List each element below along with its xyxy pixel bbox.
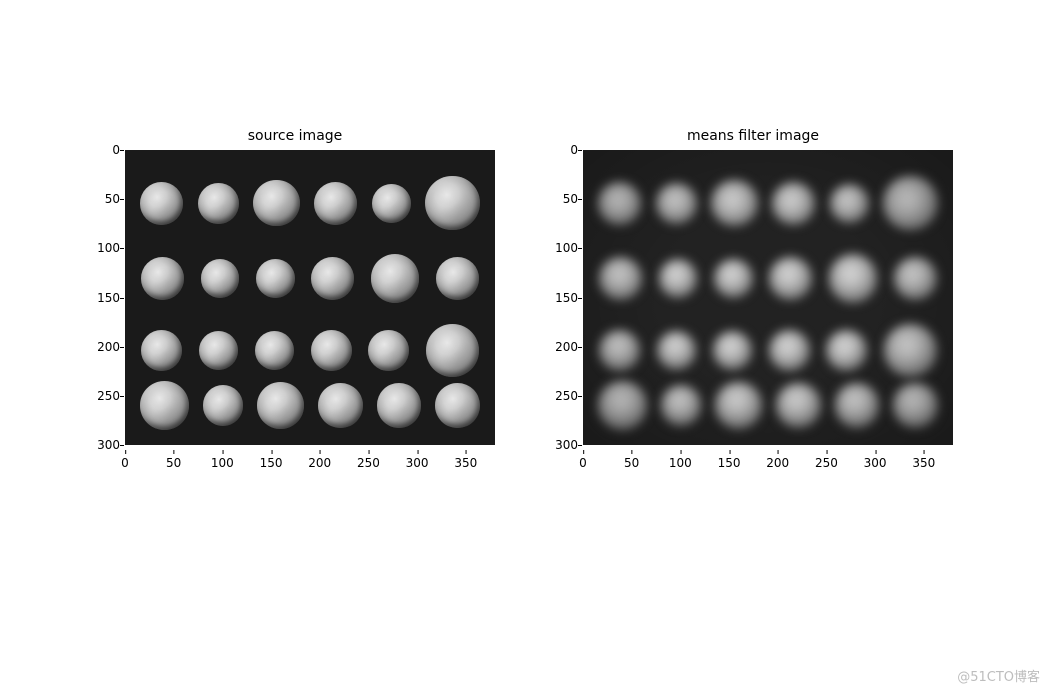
x-tick-label: 250	[357, 456, 380, 470]
x-tick-label: 350	[454, 456, 477, 470]
x-tick-label: 300	[864, 456, 887, 470]
image-area-source	[125, 150, 495, 445]
coin	[657, 331, 696, 370]
coin	[311, 257, 354, 300]
coin	[257, 382, 304, 429]
x-tick-label: 350	[912, 456, 935, 470]
coin	[776, 383, 821, 428]
coin	[769, 330, 810, 371]
x-tick-label: 50	[624, 456, 639, 470]
coin	[255, 331, 294, 370]
coin	[377, 383, 422, 428]
coin	[893, 383, 938, 428]
coin-row	[125, 324, 495, 377]
x-tick-label: 200	[308, 456, 331, 470]
coin	[372, 184, 411, 223]
coin	[599, 257, 642, 300]
coin	[894, 257, 937, 300]
coin	[826, 330, 867, 371]
coin-row	[125, 254, 495, 303]
x-tick-label: 300	[406, 456, 429, 470]
coin	[141, 257, 184, 300]
y-tick-label: 300	[80, 438, 120, 452]
coin	[715, 382, 762, 429]
y-tick-label: 250	[80, 389, 120, 403]
coin	[659, 259, 698, 298]
coin	[656, 183, 697, 224]
coin	[830, 184, 869, 223]
coin	[368, 330, 409, 371]
coin	[769, 257, 812, 300]
coin	[199, 331, 238, 370]
coin	[426, 324, 479, 377]
y-tick-label: 0	[538, 143, 578, 157]
coin	[140, 182, 183, 225]
coin	[311, 330, 352, 371]
coin	[253, 180, 300, 227]
coin-row	[583, 254, 953, 303]
coin	[772, 182, 815, 225]
coin	[661, 385, 702, 426]
x-tick-label: 0	[579, 456, 587, 470]
coin-row	[583, 176, 953, 231]
y-tick-label: 150	[538, 291, 578, 305]
coin	[436, 257, 479, 300]
coin	[203, 385, 244, 426]
y-tick-label: 150	[80, 291, 120, 305]
coin-row	[583, 381, 953, 430]
coin	[425, 176, 480, 231]
y-tick-label: 200	[538, 340, 578, 354]
coin	[883, 176, 938, 231]
x-tick-label: 250	[815, 456, 838, 470]
coin	[198, 183, 239, 224]
coin	[201, 259, 240, 298]
subplot-title: means filter image	[538, 128, 968, 144]
coin	[371, 254, 420, 303]
subplot-title: source image	[80, 128, 510, 144]
coin	[711, 180, 758, 227]
coin	[435, 383, 480, 428]
coin	[713, 331, 752, 370]
x-tick-label: 100	[669, 456, 692, 470]
subplot-filtered: means filter image 050100150200250300 05…	[538, 150, 968, 510]
coin	[835, 383, 880, 428]
watermark-text: @51CTO博客	[957, 666, 1040, 685]
coin	[599, 330, 640, 371]
coin-row	[125, 381, 495, 430]
subplot-source: source image 050100150200250300 05010015…	[80, 150, 510, 510]
coin	[884, 324, 937, 377]
coin	[598, 381, 647, 430]
coin	[829, 254, 878, 303]
y-tick-label: 250	[538, 389, 578, 403]
coin	[256, 259, 295, 298]
coin	[714, 259, 753, 298]
coin	[140, 381, 189, 430]
y-tick-label: 0	[80, 143, 120, 157]
x-tick-label: 150	[260, 456, 283, 470]
image-area-filtered	[583, 150, 953, 445]
y-tick-label: 200	[80, 340, 120, 354]
y-tick-label: 50	[538, 192, 578, 206]
x-tick-label: 50	[166, 456, 181, 470]
y-tick-label: 50	[80, 192, 120, 206]
coin	[598, 182, 641, 225]
coin	[314, 182, 357, 225]
x-tick-label: 0	[121, 456, 129, 470]
coin	[318, 383, 363, 428]
y-tick-label: 100	[538, 241, 578, 255]
x-tick-label: 150	[718, 456, 741, 470]
x-tick-label: 100	[211, 456, 234, 470]
y-tick-label: 100	[80, 241, 120, 255]
figure: source image 050100150200250300 05010015…	[80, 150, 968, 530]
coin-row	[125, 176, 495, 231]
y-tick-label: 300	[538, 438, 578, 452]
x-tick-label: 200	[766, 456, 789, 470]
coin-row	[583, 324, 953, 377]
coin	[141, 330, 182, 371]
